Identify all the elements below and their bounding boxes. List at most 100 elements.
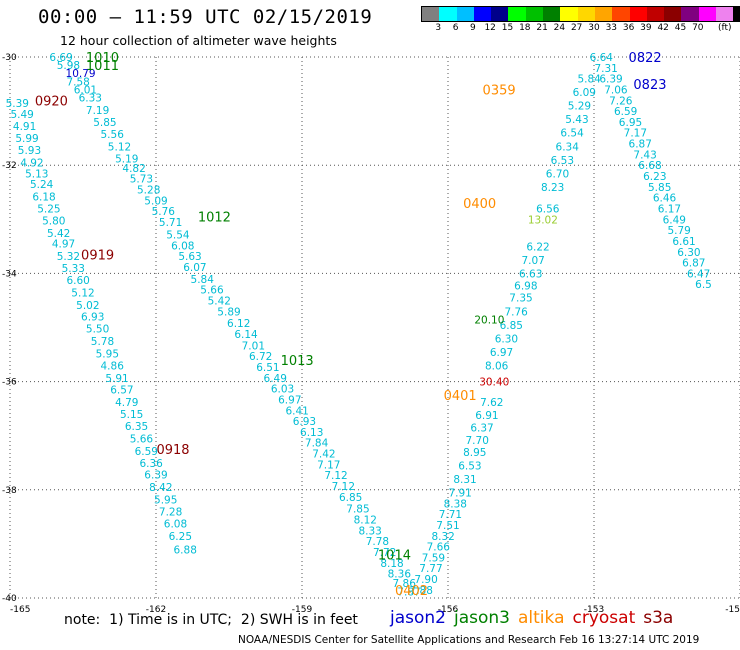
colorbar-label: 3 — [435, 23, 442, 33]
swh-value: 5.25 — [37, 203, 60, 215]
colorbar-swatch — [733, 7, 740, 21]
colorbar-label: 33 — [605, 23, 618, 33]
colorbar-label: 30 — [588, 23, 600, 33]
swh-value: 6.25 — [169, 531, 192, 543]
colorbar-label: 24 — [553, 23, 566, 33]
colorbar-swatch — [473, 7, 492, 21]
swh-value: 5.95 — [96, 348, 119, 360]
y-tick-label: -40 — [2, 594, 17, 604]
swh-value: 6.35 — [125, 421, 148, 433]
track-time-label: 0822 — [629, 51, 662, 66]
swh-value: 7.35 — [509, 293, 532, 305]
swh-value: 5.29 — [568, 101, 591, 113]
swh-value: 5.95 — [154, 495, 177, 507]
swh-value: 7.90 — [414, 574, 437, 586]
swh-value: 6.36 — [139, 458, 163, 470]
swh-value: 7.58 — [66, 76, 89, 88]
legend-cryosat: cryosat — [572, 608, 636, 628]
swh-value: 6.91 — [475, 410, 498, 422]
swh-value: 30.40 — [479, 377, 509, 389]
x-tick-label: -165 — [10, 605, 30, 615]
swh-value: 10.79 — [66, 68, 96, 80]
swh-value: 7.86 — [393, 578, 417, 590]
swh-value: 6.97 — [278, 394, 301, 406]
swh-value: 7.87 — [397, 587, 420, 599]
colorbar-swatch — [594, 7, 613, 21]
swh-value: 6.53 — [551, 155, 574, 167]
x-tick-label: -159 — [292, 605, 313, 615]
colorbar-label: 9 — [470, 23, 476, 33]
colorbar-swatch — [543, 7, 561, 21]
swh-value: 5.09 — [144, 195, 167, 207]
track-time-label: 0402 — [395, 584, 428, 599]
swh-value: 6.54 — [560, 128, 584, 140]
swh-value: 7.06 — [604, 84, 628, 96]
swh-value: 7.19 — [86, 105, 109, 117]
x-tick-label: -162 — [146, 605, 166, 615]
swh-value: 6.07 — [183, 262, 206, 274]
swh-value: 6.72 — [249, 351, 272, 363]
swh-value: 6.98 — [514, 280, 537, 292]
swh-value: 5.85 — [93, 117, 116, 129]
swh-value: 6.69 — [49, 52, 72, 64]
swh-value: 7.01 — [242, 340, 265, 352]
swh-value: 7.12 — [324, 470, 347, 482]
swh-value: 6.37 — [470, 423, 493, 435]
x-tick-label: -15 — [725, 605, 740, 615]
y-tick-label: -34 — [2, 269, 17, 279]
swh-value: 5.02 — [76, 300, 99, 312]
swh-value: 6.49 — [264, 373, 287, 385]
colorbar-swatch — [508, 7, 526, 21]
chart-subtitle: 12 hour collection of altimeter wave hei… — [60, 33, 337, 48]
swh-value: 5.66 — [200, 285, 224, 297]
swh-value: 6.60 — [66, 275, 89, 287]
legend-altika: altika — [518, 608, 565, 628]
track-time-label: 0920 — [35, 94, 68, 109]
swh-value: 5.24 — [30, 179, 54, 191]
legend-s3a: s3a — [643, 608, 674, 628]
colorbar-label: 18 — [519, 23, 531, 33]
swh-value: 8.12 — [354, 515, 377, 527]
swh-value: 13.02 — [528, 214, 558, 226]
swh-value: 6.64 — [590, 52, 614, 64]
swh-value: 6.39 — [599, 74, 622, 86]
colorbar-swatch — [698, 7, 717, 21]
swh-value: 8.31 — [453, 474, 476, 486]
swh-value: 6.14 — [234, 329, 258, 341]
swh-value: 6.68 — [638, 160, 661, 172]
swh-value: 6.30 — [495, 333, 518, 345]
colorbar-unit: (ft) — [718, 23, 732, 33]
swh-value: 5.76 — [152, 206, 176, 218]
colorbar-swatch — [664, 7, 682, 21]
y-tick-label: -38 — [2, 486, 17, 496]
swh-value: 6.57 — [110, 385, 133, 397]
swh-value: 6.63 — [519, 268, 542, 280]
swh-value: 20.10 — [474, 314, 504, 326]
swh-value: 7.72 — [373, 547, 396, 559]
swh-value: 6.01 — [74, 84, 97, 96]
colorbar-label: 6 — [452, 23, 459, 33]
swh-value: 5.78 — [91, 336, 114, 348]
track-time-label: 1014 — [378, 549, 411, 564]
swh-value: 6.33 — [79, 93, 102, 105]
colorbar-swatch — [681, 7, 699, 21]
colorbar-swatch — [646, 7, 665, 21]
swh-value: 6.95 — [619, 117, 642, 129]
colorbar-swatch — [439, 7, 457, 21]
swh-value: 7.17 — [624, 128, 647, 140]
colorbar-label: 21 — [536, 23, 548, 33]
swh-value: 7.17 — [317, 459, 340, 471]
swh-value: 6.47 — [687, 268, 710, 280]
y-tick-label: -36 — [2, 378, 17, 388]
swh-value: 5.79 — [667, 225, 690, 237]
swh-value: 5.99 — [15, 133, 38, 145]
track-time-label: 1012 — [198, 211, 231, 226]
chart-title: 00:00 — 11:59 UTC 02/15/2019 — [38, 6, 373, 28]
swh-value: 6.41 — [285, 405, 308, 417]
swh-value: 7.66 — [427, 542, 451, 554]
colorbar-label: 27 — [570, 23, 583, 33]
swh-value: 4.86 — [101, 360, 125, 372]
swh-value: 6.34 — [556, 141, 580, 153]
swh-value: 7.31 — [594, 63, 617, 75]
swh-value: 5.89 — [217, 306, 240, 318]
